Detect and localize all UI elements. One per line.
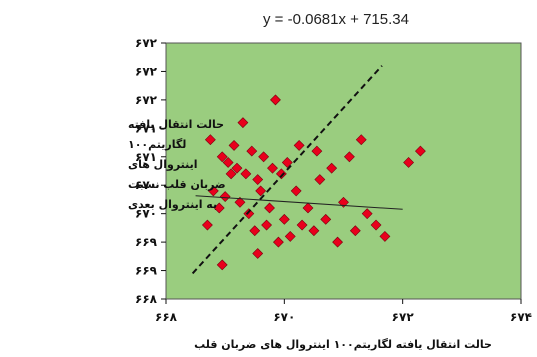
y-axis-ticks: ۶۶۸ ۶۶۹ ۶۶۹ ۶۷۰ ۶۷۰ ۶۷۱ ۶۷۱ ۶۷۲ ۶۷۲ ۶۷۲ xyxy=(135,36,166,306)
data-point xyxy=(222,157,234,168)
x-tick-label: ۶۷۲ xyxy=(392,310,415,324)
y-tick-label: ۶۷۰ xyxy=(135,178,157,192)
plot-area xyxy=(165,42,522,300)
data-point xyxy=(320,213,332,225)
y-tick-label: ۶۷۲ xyxy=(135,64,158,78)
data-point xyxy=(258,151,270,163)
trend-line xyxy=(195,195,403,210)
y-tick-label: ۶۷۲ xyxy=(135,93,158,107)
data-point xyxy=(314,174,326,185)
data-point xyxy=(234,196,246,208)
data-point xyxy=(290,185,302,197)
y-axis-label-line: حالت انتقال یافته xyxy=(128,118,224,131)
x-tick-label: ۶۶۸ xyxy=(155,310,178,324)
data-point xyxy=(264,202,275,214)
y-axis-label-line: اینتروال های xyxy=(128,158,198,171)
data-point xyxy=(201,219,213,231)
data-point xyxy=(252,174,264,185)
x-axis-ticks: ۶۶۸ ۶۷۰ ۶۷۲ ۶۷۴ xyxy=(155,299,532,324)
data-point xyxy=(216,259,228,271)
data-point xyxy=(370,219,382,231)
x-tick-label: ۶۷۴ xyxy=(510,310,532,324)
x-tick-label: ۶۷۰ xyxy=(273,310,295,324)
data-point xyxy=(213,202,225,214)
data-point xyxy=(293,139,305,151)
data-point xyxy=(414,145,426,157)
data-point xyxy=(219,191,231,203)
data-point xyxy=(270,94,281,106)
data-point xyxy=(252,248,264,259)
data-point xyxy=(255,185,267,197)
y-tick-label: ۶۷۰ xyxy=(135,207,157,221)
data-point xyxy=(246,145,258,157)
y-tick-label: ۶۶۹ xyxy=(135,264,158,278)
data-point xyxy=(204,134,216,146)
y-axis-label-line: ضربان قلب نسبت xyxy=(128,178,226,191)
y-tick-label: ۶۶۹ xyxy=(135,235,158,249)
data-point xyxy=(240,168,252,180)
data-point xyxy=(332,236,344,248)
data-point xyxy=(281,157,293,168)
diagonal-dashed-line xyxy=(191,65,383,275)
data-point xyxy=(261,219,273,231)
data-point xyxy=(243,208,255,220)
data-point xyxy=(278,213,290,225)
y-axis-label-line: لگاریتم۱۰۰ xyxy=(128,138,186,151)
y-tick-label: ۶۷۱ xyxy=(135,150,157,164)
data-point xyxy=(326,162,338,174)
data-point xyxy=(338,196,349,208)
data-point xyxy=(349,225,361,237)
y-tick-label: ۶۷۲ xyxy=(135,36,158,50)
data-point xyxy=(267,162,278,174)
data-point xyxy=(231,162,243,174)
data-point xyxy=(284,230,296,242)
data-point xyxy=(207,185,219,197)
data-point xyxy=(237,117,249,129)
data-points xyxy=(201,94,426,271)
data-point xyxy=(228,139,240,151)
y-tick-label: ۶۷۱ xyxy=(135,121,157,135)
x-axis-label: حالت انتقال یافته لگاریتم۱۰۰ اینتروال ها… xyxy=(194,338,492,351)
y-axis-label-line: به اینتروال بعدی xyxy=(128,198,217,211)
regression-equation: y = -0.0681x + 715.34 xyxy=(263,11,409,28)
data-point xyxy=(249,225,261,237)
data-point xyxy=(302,202,314,214)
data-point xyxy=(361,208,373,220)
y-tick-label: ۶۶۸ xyxy=(135,292,158,306)
data-point xyxy=(216,151,228,163)
data-point xyxy=(308,225,320,237)
data-point xyxy=(296,219,308,231)
data-point xyxy=(275,168,287,180)
data-point xyxy=(225,168,237,180)
data-point xyxy=(272,236,284,248)
data-point xyxy=(311,145,323,157)
data-point xyxy=(403,157,415,168)
data-point xyxy=(379,230,391,242)
data-point xyxy=(343,151,355,163)
data-point xyxy=(355,134,367,146)
y-axis-label: حالت انتقال یافته لگاریتم۱۰۰ اینتروال های ض… xyxy=(128,118,226,211)
